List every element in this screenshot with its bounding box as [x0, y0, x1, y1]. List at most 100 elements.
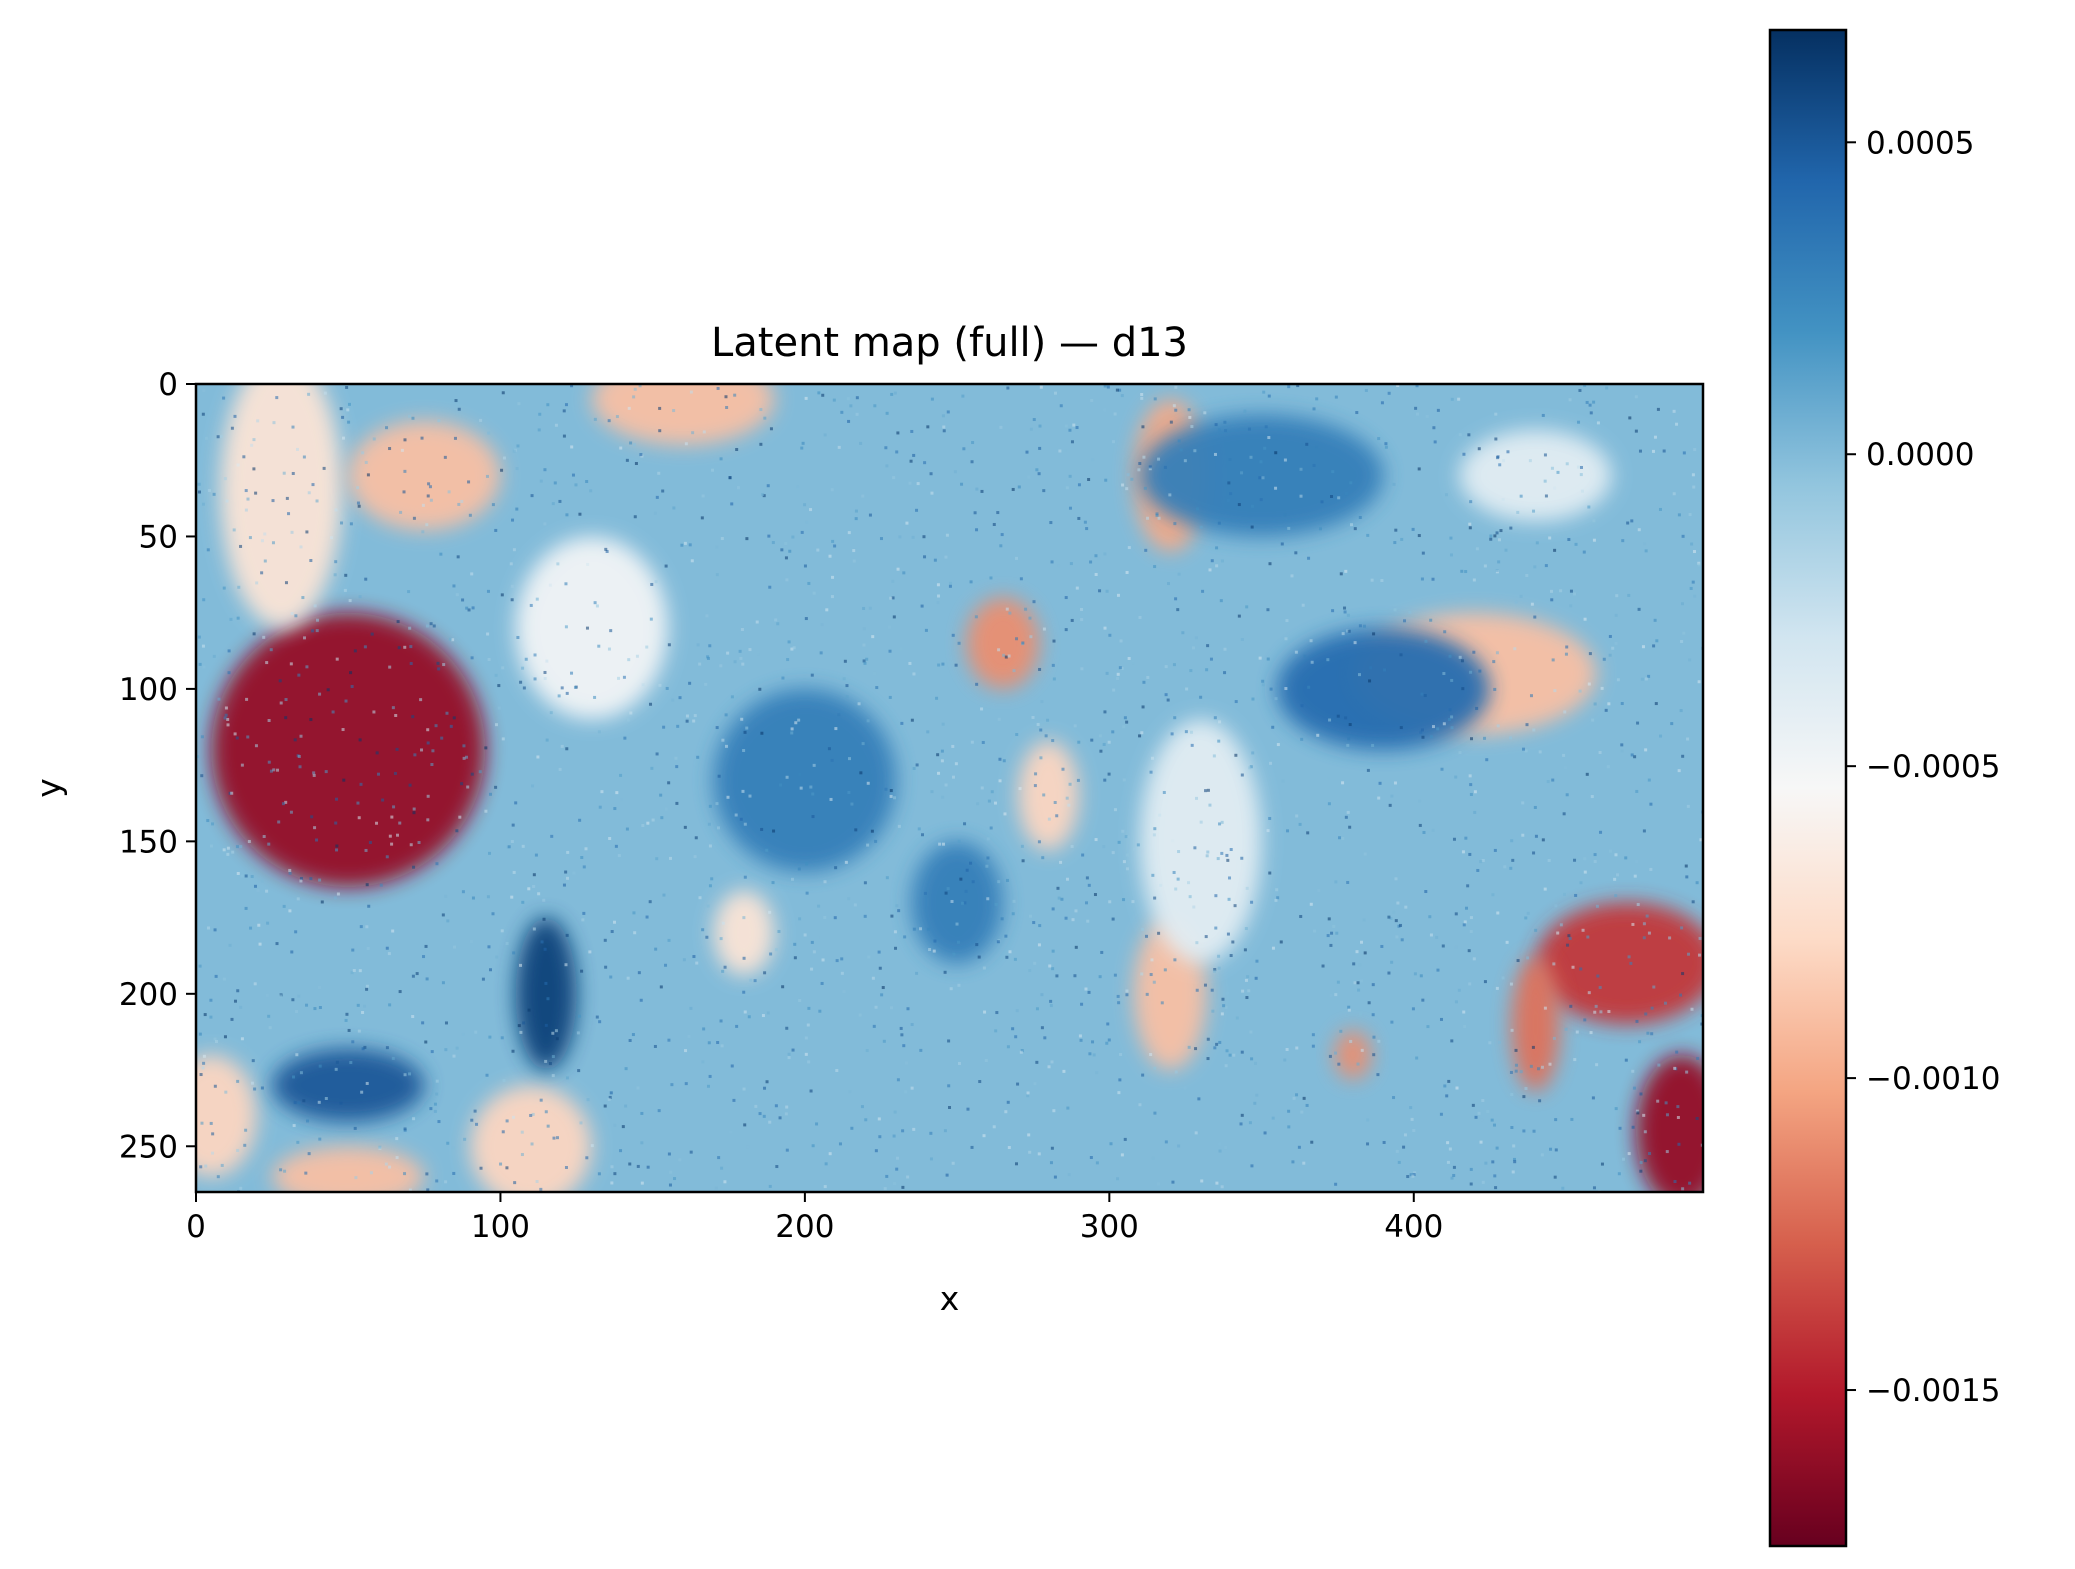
- heatmap-noise-pixel: [742, 749, 746, 753]
- heatmap-noise-pixel: [743, 1010, 747, 1014]
- heatmap-noise-pixel: [884, 446, 888, 450]
- heatmap-noise-pixel: [1399, 653, 1403, 657]
- heatmap-noise-pixel: [1194, 1047, 1198, 1051]
- heatmap-noise-pixel: [790, 877, 794, 881]
- heatmap-noise-pixel: [200, 774, 204, 778]
- heatmap-noise-pixel: [1077, 516, 1081, 520]
- heatmap-noise-pixel: [893, 1182, 897, 1186]
- heatmap-noise-pixel: [912, 453, 916, 457]
- heatmap-noise-pixel: [1604, 708, 1608, 712]
- heatmap-noise-pixel: [903, 935, 907, 939]
- heatmap-noise-pixel: [349, 1061, 353, 1065]
- heatmap-noise-pixel: [1315, 445, 1319, 449]
- heatmap-noise-pixel: [1420, 728, 1424, 732]
- heatmap-noise-pixel: [1359, 1012, 1363, 1016]
- heatmap-noise-pixel: [341, 436, 345, 440]
- heatmap-noise-pixel: [351, 1040, 355, 1044]
- heatmap-noise-pixel: [648, 900, 652, 904]
- heatmap-noise-pixel: [1116, 593, 1120, 597]
- heatmap-noise-pixel: [1155, 512, 1159, 516]
- heatmap-noise-pixel: [1219, 599, 1223, 603]
- heatmap-noise-pixel: [982, 966, 986, 970]
- heatmap-noise-pixel: [714, 1186, 718, 1190]
- heatmap-noise-pixel: [725, 405, 729, 409]
- heatmap-noise-pixel: [1692, 550, 1696, 554]
- heatmap-noise-pixel: [664, 963, 668, 967]
- heatmap-noise-pixel: [479, 418, 483, 422]
- heatmap-noise-pixel: [1204, 789, 1208, 793]
- heatmap-noise-pixel: [942, 429, 946, 433]
- heatmap-noise-pixel: [866, 719, 870, 723]
- heatmap-noise-pixel: [1580, 489, 1584, 493]
- heatmap-noise-pixel: [1057, 564, 1061, 568]
- heatmap-noise-pixel: [379, 883, 383, 887]
- heatmap-noise-pixel: [717, 1156, 721, 1160]
- heatmap-noise-pixel: [199, 1165, 203, 1169]
- heatmap-noise-pixel: [665, 686, 669, 690]
- heatmap-noise-pixel: [879, 537, 883, 541]
- heatmap-noise-pixel: [1443, 1084, 1447, 1088]
- heatmap-noise-pixel: [1567, 537, 1571, 541]
- heatmap-noise-pixel: [1244, 978, 1248, 982]
- heatmap-noise-pixel: [784, 542, 788, 546]
- heatmap-noise-pixel: [1286, 829, 1290, 833]
- heatmap-noise-pixel: [716, 386, 720, 390]
- heatmap-noise-pixel: [1637, 528, 1641, 532]
- heatmap-noise-pixel: [1431, 828, 1435, 832]
- heatmap-noise-pixel: [593, 601, 597, 605]
- heatmap-noise-pixel: [1452, 837, 1456, 841]
- heatmap-noise-pixel: [944, 555, 948, 559]
- heatmap-noise-pixel: [1125, 853, 1129, 857]
- heatmap-noise-pixel: [1462, 923, 1466, 927]
- heatmap-noise-pixel: [1255, 1093, 1259, 1097]
- heatmap-noise-pixel: [199, 1073, 203, 1077]
- heatmap-noise-pixel: [1638, 1040, 1642, 1044]
- heatmap-noise-pixel: [850, 1126, 854, 1130]
- heatmap-noise-pixel: [403, 1073, 407, 1077]
- heatmap-noise-pixel: [1002, 759, 1006, 763]
- heatmap-noise-pixel: [1464, 836, 1468, 840]
- heatmap-noise-pixel: [791, 1048, 795, 1052]
- heatmap-noise-pixel: [1344, 492, 1348, 496]
- heatmap-noise-pixel: [1526, 911, 1530, 915]
- heatmap-noise-pixel: [1377, 437, 1381, 441]
- heatmap-noise-pixel: [975, 487, 979, 491]
- heatmap-region: [211, 612, 486, 888]
- heatmap-noise-pixel: [993, 801, 997, 805]
- heatmap-noise-pixel: [1416, 412, 1420, 416]
- heatmap-noise-pixel: [309, 718, 313, 722]
- heatmap-noise-pixel: [1249, 455, 1253, 459]
- heatmap-noise-pixel: [1633, 874, 1637, 878]
- heatmap-noise-pixel: [1298, 822, 1302, 826]
- heatmap-noise-pixel: [511, 823, 515, 827]
- heatmap-noise-pixel: [1583, 617, 1587, 621]
- heatmap-noise-pixel: [1471, 1103, 1475, 1107]
- heatmap-noise-pixel: [1344, 815, 1348, 819]
- heatmap-noise-pixel: [198, 1032, 202, 1036]
- heatmap-noise-pixel: [816, 548, 820, 552]
- heatmap-noise-pixel: [395, 747, 399, 751]
- heatmap-noise-pixel: [365, 925, 369, 929]
- heatmap-noise-pixel: [1469, 783, 1473, 787]
- heatmap-noise-pixel: [257, 923, 261, 927]
- heatmap-noise-pixel: [296, 897, 300, 901]
- heatmap-noise-pixel: [1347, 629, 1351, 633]
- heatmap-noise-pixel: [497, 684, 501, 688]
- heatmap-noise-pixel: [1053, 800, 1057, 804]
- heatmap-noise-pixel: [344, 699, 348, 703]
- heatmap-noise-pixel: [542, 898, 546, 902]
- heatmap-noise-pixel: [1592, 400, 1596, 404]
- heatmap-noise-pixel: [565, 747, 569, 751]
- heatmap-noise-pixel: [236, 463, 240, 467]
- heatmap-noise-pixel: [768, 1120, 772, 1124]
- heatmap-noise-pixel: [501, 737, 505, 741]
- heatmap-noise-pixel: [694, 836, 698, 840]
- heatmap-noise-pixel: [318, 1064, 322, 1068]
- heatmap-noise-pixel: [1142, 680, 1146, 684]
- heatmap-noise-pixel: [1479, 860, 1483, 864]
- heatmap-noise-pixel: [1581, 928, 1585, 932]
- heatmap-noise-pixel: [376, 772, 380, 776]
- heatmap-noise-pixel: [425, 977, 429, 981]
- heatmap-noise-pixel: [500, 593, 504, 597]
- heatmap-noise-pixel: [1276, 896, 1280, 900]
